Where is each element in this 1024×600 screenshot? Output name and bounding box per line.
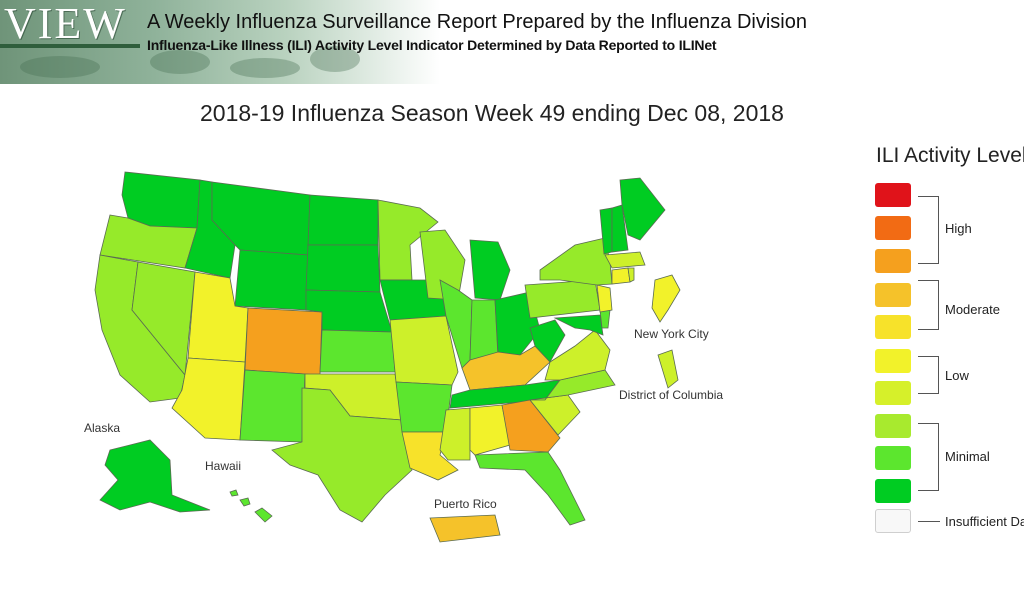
state-ct[interactable] xyxy=(611,267,631,285)
bracket-high xyxy=(918,196,939,264)
state-in[interactable] xyxy=(469,299,499,361)
state-md[interactable] xyxy=(553,314,604,336)
legend-swatch-level-3 xyxy=(875,414,911,438)
logo-rule xyxy=(0,44,140,48)
state-nyc[interactable] xyxy=(651,274,681,323)
state-hi[interactable] xyxy=(229,489,273,523)
state-ny[interactable] xyxy=(539,237,613,286)
legend-swatch-level-8 xyxy=(875,249,911,273)
state-wa[interactable] xyxy=(121,171,201,229)
legend-swatch-level-5 xyxy=(875,349,911,373)
state-mo[interactable] xyxy=(389,315,459,386)
state-wy[interactable] xyxy=(234,249,309,311)
legend-swatch-insufficient xyxy=(875,509,911,533)
legend-swatch-level-4 xyxy=(875,381,911,405)
state-al[interactable] xyxy=(469,404,511,456)
state-de[interactable] xyxy=(599,309,611,329)
insufficient-connector xyxy=(918,521,940,522)
label-district-of-columbia: District of Columbia xyxy=(619,388,724,402)
banner-leaf-artwork xyxy=(0,0,440,84)
legend-group-minimal: Minimal xyxy=(945,449,990,464)
state-ga[interactable] xyxy=(501,399,561,453)
state-me[interactable] xyxy=(619,177,666,241)
state-ks[interactable] xyxy=(319,329,396,373)
state-ri[interactable] xyxy=(627,267,635,283)
legend-group-insufficient: Insufficient Data xyxy=(945,514,1024,529)
bracket-moderate xyxy=(918,280,939,330)
legend-swatch-level-9 xyxy=(875,216,911,240)
state-mi[interactable] xyxy=(469,239,511,301)
state-tx[interactable] xyxy=(271,387,413,523)
state-nd[interactable] xyxy=(307,194,379,246)
legend-group-high: High xyxy=(945,221,972,236)
state-co[interactable] xyxy=(244,307,323,376)
report-banner: VIEW A Weekly Influenza Surveillance Rep… xyxy=(0,0,1024,84)
state-az[interactable] xyxy=(171,357,246,441)
label-puerto-rico: Puerto Rico xyxy=(434,497,497,511)
map-canvas xyxy=(94,171,681,543)
label-hawaii: Hawaii xyxy=(205,459,242,473)
state-wv[interactable] xyxy=(529,319,566,363)
state-wi[interactable] xyxy=(419,229,466,301)
state-sd[interactable] xyxy=(305,244,381,293)
legend-swatch-level-10 xyxy=(875,183,911,207)
label-alaska: Alaska xyxy=(84,421,121,435)
legend-swatch-level-7 xyxy=(875,283,911,307)
state-nh[interactable] xyxy=(611,204,629,253)
state-nj[interactable] xyxy=(596,284,613,313)
state-ak[interactable] xyxy=(99,439,211,513)
state-pr[interactable] xyxy=(429,514,501,543)
state-pa[interactable] xyxy=(524,279,601,319)
bracket-low xyxy=(918,356,939,394)
state-va[interactable] xyxy=(544,329,611,381)
report-title: A Weekly Influenza Surveillance Report P… xyxy=(147,11,807,33)
state-nm[interactable] xyxy=(239,369,306,443)
legend-swatch-level-1 xyxy=(875,479,911,503)
state-fl[interactable] xyxy=(474,451,586,526)
legend-swatch-level-2 xyxy=(875,446,911,470)
label-new-york-city: New York City xyxy=(634,327,709,341)
legend-swatch-level-6 xyxy=(875,315,911,339)
state-ms[interactable] xyxy=(439,407,471,461)
legend-group-moderate: Moderate xyxy=(945,302,1000,317)
fluview-logo[interactable]: VIEW xyxy=(4,0,127,48)
map-title: 2018-19 Influenza Season Week 49 ending … xyxy=(200,100,784,126)
us-ili-map xyxy=(0,150,775,595)
legend-group-low: Low xyxy=(945,368,969,383)
legend-title: ILI Activity Level xyxy=(876,144,1024,167)
report-subtitle: Influenza-Like Illness (ILI) Activity Le… xyxy=(147,37,717,53)
state-ma[interactable] xyxy=(604,251,646,269)
state-dc[interactable] xyxy=(657,349,679,389)
bracket-minimal xyxy=(918,423,939,491)
